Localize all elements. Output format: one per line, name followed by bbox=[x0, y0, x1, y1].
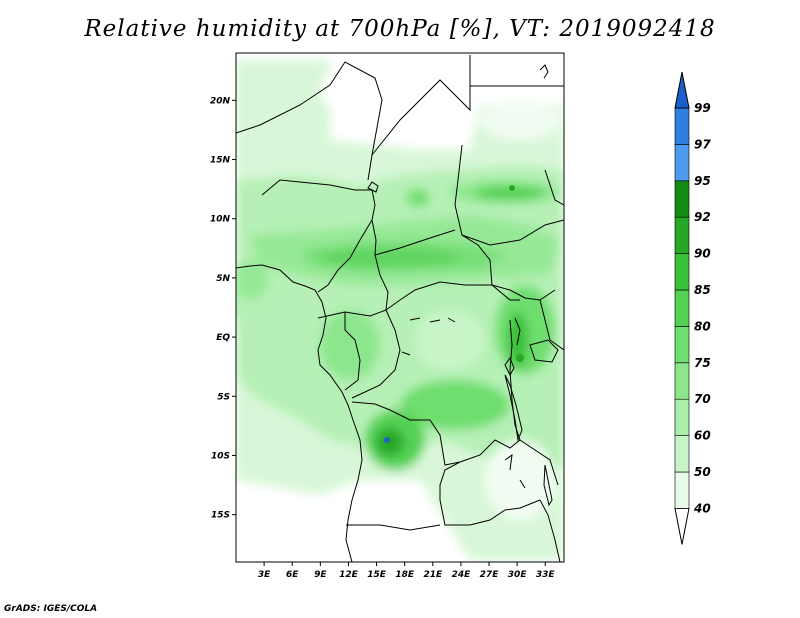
lat-tick-label: 10S bbox=[211, 451, 230, 461]
moist-speck bbox=[384, 437, 390, 443]
lon-tick-label: 12E bbox=[339, 570, 359, 580]
lat-tick-label: 15S bbox=[211, 511, 230, 521]
border-nigeria-cameroon bbox=[317, 219, 373, 293]
lon-tick-label: 30E bbox=[508, 570, 528, 580]
moist-speck bbox=[509, 185, 515, 191]
lon-tick-label: 21E bbox=[423, 570, 443, 580]
colorbar-segment bbox=[674, 326, 690, 364]
border-mozambique-malawi bbox=[539, 499, 561, 562]
colorbar-label: 40 bbox=[693, 501, 711, 515]
field-band-85-sahel bbox=[475, 186, 545, 200]
border-niger-algeria bbox=[236, 61, 383, 181]
colorbar-high-triangle bbox=[674, 71, 690, 109]
colorbar-segment bbox=[674, 107, 690, 145]
lake-kivu bbox=[504, 356, 515, 377]
colorbar: 40 50 60 70 75 80 85 90 92 95 97 99 bbox=[674, 71, 711, 545]
lon-tick-label: 24E bbox=[452, 570, 472, 580]
colorbar-segment bbox=[674, 289, 690, 327]
colorbar-segment bbox=[674, 362, 690, 400]
lat-tick-label: 5S bbox=[217, 392, 230, 402]
border-chad-car bbox=[374, 229, 456, 256]
longitude-axis: 3E 6E 9E 12E 15E 18E 21E 24E 27E 30E 33E bbox=[258, 562, 556, 580]
colorbar-label: 70 bbox=[694, 392, 711, 406]
border-gabon-congo bbox=[344, 312, 361, 391]
colorbar-segment bbox=[674, 398, 690, 436]
lat-tick-label: 10N bbox=[210, 215, 231, 225]
colorbar-segment bbox=[674, 435, 690, 473]
border-uganda-kenya bbox=[539, 299, 564, 351]
border-ethiopia-sudan bbox=[544, 169, 564, 206]
colorbar-segment bbox=[674, 144, 690, 182]
lon-tick-label: 33E bbox=[536, 570, 556, 580]
colorbar-label: 92 bbox=[694, 210, 711, 224]
lake-albert-edward bbox=[514, 317, 521, 346]
lat-tick-label: 15N bbox=[210, 156, 231, 166]
field-dry-pocket-southwest bbox=[236, 495, 370, 562]
lon-tick-label: 18E bbox=[395, 570, 415, 580]
field-band-85-north bbox=[320, 248, 460, 268]
humidity-blobs bbox=[236, 55, 564, 562]
field-band-80-northwest bbox=[406, 189, 430, 207]
lon-tick-label: 3E bbox=[258, 570, 271, 580]
colorbar-segment bbox=[674, 253, 690, 291]
field-dry-pocket-northeast bbox=[480, 100, 560, 140]
map-title: Relative humidity at 700hPa [%], VT: 201… bbox=[84, 16, 716, 42]
colorbar-segment bbox=[674, 216, 690, 254]
border-angola-zambia bbox=[439, 461, 470, 526]
border-drc-zambia bbox=[459, 439, 521, 463]
colorbar-label: 99 bbox=[694, 101, 711, 115]
field-band-80-south bbox=[400, 380, 510, 430]
border-south-sudan-drc bbox=[491, 284, 556, 301]
lake-victoria bbox=[529, 339, 559, 363]
lat-tick-label: 20N bbox=[210, 96, 231, 106]
colorbar-label: 90 bbox=[694, 247, 711, 261]
footer-credit: GrADS: IGES/COLA bbox=[4, 604, 98, 614]
country-borders bbox=[236, 55, 564, 562]
lake-tanganyika bbox=[504, 374, 523, 442]
colorbar-label: 97 bbox=[694, 137, 711, 151]
border-congo-drc bbox=[351, 309, 401, 399]
border-libya-chad bbox=[371, 55, 471, 156]
latitude-axis: 20N 15N 10N 5N EQ 5S 10S 15S bbox=[210, 96, 236, 521]
field-band-60-congo-east bbox=[415, 310, 485, 370]
border-cameroon-chad bbox=[371, 219, 389, 311]
colorbar-label: 60 bbox=[694, 429, 711, 443]
sinai-tip bbox=[539, 64, 549, 79]
field-band-75-congo bbox=[320, 310, 380, 380]
colorbar-segment bbox=[674, 471, 690, 509]
colorbar-label: 50 bbox=[694, 465, 711, 479]
colorbar-label: 75 bbox=[694, 356, 711, 370]
lon-tick-label: 9E bbox=[314, 570, 327, 580]
field-band-75-west bbox=[236, 260, 268, 300]
lat-tick-label: 5N bbox=[216, 274, 230, 284]
colorbar-segment bbox=[674, 180, 690, 218]
border-car-congo bbox=[385, 281, 520, 311]
field-band-90-south bbox=[376, 428, 404, 456]
lat-tick-label: EQ bbox=[216, 333, 230, 343]
colorbar-label: 85 bbox=[694, 283, 711, 297]
colorbar-label: 80 bbox=[694, 319, 711, 333]
lake-chad bbox=[367, 181, 379, 193]
lon-tick-label: 15E bbox=[367, 570, 387, 580]
colorbar-low-triangle bbox=[674, 507, 690, 545]
border-angola-namibia bbox=[346, 524, 441, 531]
moist-speck bbox=[516, 354, 524, 362]
map-frame bbox=[235, 52, 565, 563]
border-zambia-zimbabwe bbox=[469, 499, 541, 526]
lon-tick-label: 27E bbox=[480, 570, 500, 580]
border-drc-angola bbox=[351, 401, 461, 466]
coastline-west bbox=[236, 264, 363, 562]
border-niger-nigeria bbox=[261, 179, 376, 221]
border-sudan-south-sudan bbox=[461, 219, 564, 246]
border-cameroon-gabon bbox=[317, 309, 387, 319]
lake-malawi bbox=[543, 464, 553, 507]
lon-tick-label: 6E bbox=[286, 570, 299, 580]
border-tanzania-zambia bbox=[519, 439, 559, 486]
field-dry-pocket-north bbox=[320, 55, 480, 125]
congo-river bbox=[401, 317, 456, 356]
okavango bbox=[504, 453, 526, 489]
humidity-field bbox=[236, 53, 564, 562]
colorbar-label: 95 bbox=[694, 174, 711, 188]
